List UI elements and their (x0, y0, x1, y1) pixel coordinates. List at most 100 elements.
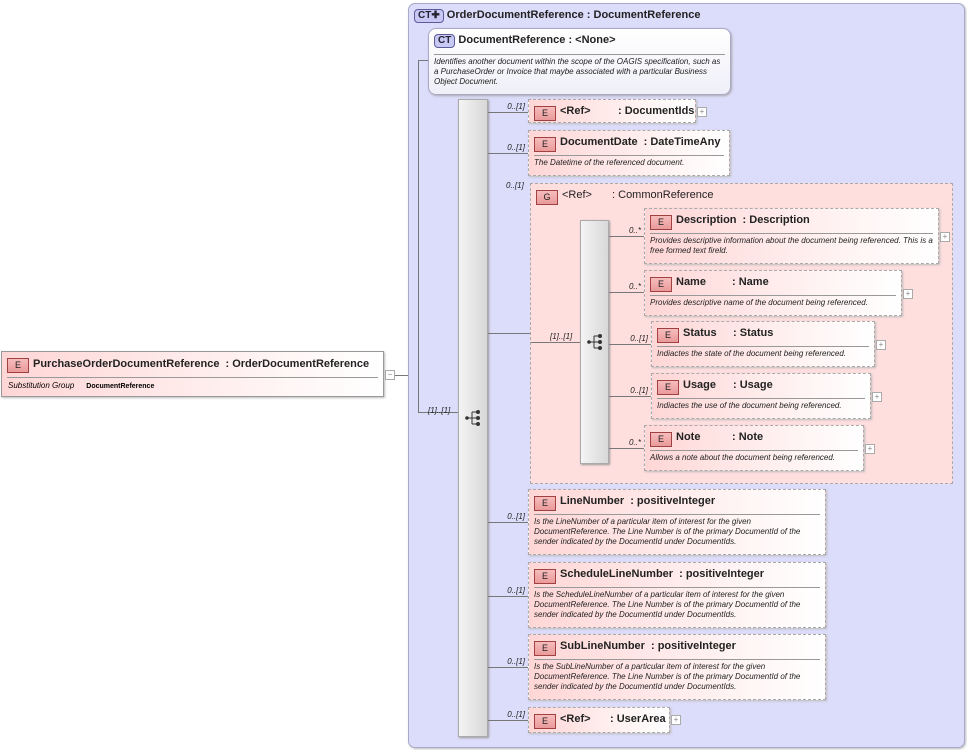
cardinality: 0..[1] (630, 386, 648, 395)
element-type: Usage (739, 379, 773, 391)
expand-toggle[interactable]: + (865, 444, 875, 454)
element-badge: E (534, 714, 556, 729)
element-type: OrderDocumentReference (232, 358, 370, 370)
cardinality: 0..[1] (507, 143, 525, 152)
collapse-toggle[interactable]: − (385, 370, 395, 380)
substitution-group-value: DocumentReference (86, 383, 155, 390)
element-badge: E (650, 215, 672, 230)
element-doc: Indiactes the state of the document bein… (657, 349, 847, 358)
element-name: LineNumber (560, 495, 625, 507)
connector-line (488, 720, 528, 721)
element-header: Usage: Usage (683, 379, 773, 391)
element-type: Name (738, 276, 769, 288)
element-type: DateTimeAny (650, 136, 721, 148)
element-badge: E (534, 106, 556, 121)
expand-toggle[interactable]: + (872, 392, 882, 402)
element-box[interactable]: E Status: Status Indiactes the state of th… (651, 321, 875, 367)
element-box[interactable]: E ScheduleLineNumber: positiveInteger Is t… (528, 562, 826, 628)
element-header: Status: Status (683, 327, 774, 339)
element-box[interactable]: E <Ref>: UserArea (528, 707, 670, 733)
cardinality: 0..[1] (507, 586, 525, 595)
base-type-base: <None> (575, 34, 616, 46)
expand-toggle[interactable]: + (697, 107, 707, 117)
element-badge: E (7, 358, 29, 373)
group-sequence-cardinality: [1]..[1] (550, 332, 573, 341)
substitution-group-label: Substitution Group (8, 381, 75, 390)
element-header: DocumentDate: DateTimeAny (560, 136, 721, 148)
root-element-header: PurchaseOrderDocumentReference: OrderDoc… (33, 358, 370, 370)
element-name: DocumentDate (560, 136, 638, 148)
element-badge: E (657, 380, 679, 395)
complex-type-name: OrderDocumentReference (446, 9, 584, 21)
element-badge: E (534, 641, 556, 656)
connector-line (488, 112, 528, 113)
group-name: <Ref> (562, 189, 592, 201)
sequence-icon (587, 333, 605, 356)
base-type-doc: Identifies another document within the s… (434, 57, 721, 86)
connector-line (609, 344, 651, 345)
connector-line (609, 396, 651, 397)
element-type: positiveInteger (685, 568, 765, 580)
element-box[interactable]: E Note: Note Allows a note about the docum… (644, 425, 864, 471)
element-badge: E (650, 432, 672, 447)
base-type-box[interactable]: CT DocumentReference : <None> Identifies… (428, 28, 731, 95)
root-element-box[interactable]: E PurchaseOrderDocumentReference: OrderD… (1, 351, 384, 397)
cardinality: 0..[1] (507, 657, 525, 666)
element-name: SubLineNumber (560, 640, 645, 652)
element-box[interactable]: E Description: Description Provides descri… (644, 208, 939, 264)
element-box[interactable]: E LineNumber: positiveInteger Is the LineN… (528, 489, 826, 555)
element-name: Usage (683, 379, 717, 391)
element-type: Description (749, 214, 810, 226)
element-badge: E (534, 569, 556, 584)
element-doc: Is the LineNumber of a particular item o… (534, 517, 801, 546)
connector-line (488, 667, 528, 668)
cardinality: 0..* (628, 226, 641, 235)
cardinality: 0..* (628, 438, 641, 447)
element-name: PurchaseOrderDocumentReference (33, 358, 220, 370)
element-name: Note (676, 431, 701, 443)
element-type: UserArea (616, 713, 666, 725)
element-header: Description: Description (676, 214, 810, 226)
connector-line (609, 236, 644, 237)
base-type-name: DocumentReference (458, 34, 566, 46)
element-box[interactable]: E Usage: Usage Indiactes the use of the do… (651, 373, 871, 419)
connector-line (488, 596, 528, 597)
expand-toggle[interactable]: + (903, 289, 913, 299)
element-type: positiveInteger (636, 495, 716, 507)
element-header: Name: Name (676, 276, 769, 288)
element-box[interactable]: E SubLineNumber: positiveInteger Is the Su… (528, 634, 826, 700)
expand-toggle[interactable]: + (876, 340, 886, 350)
complex-type-base: DocumentReference (593, 9, 701, 21)
element-name: Status (683, 327, 717, 339)
expand-toggle[interactable]: + (940, 232, 950, 242)
element-badge: E (534, 137, 556, 152)
element-name: Description (676, 214, 737, 226)
cardinality: 0..[1] (507, 710, 525, 719)
element-type: Status (739, 327, 774, 339)
element-badge: E (650, 277, 672, 292)
cardinality: 0..[1] (506, 181, 524, 190)
element-box[interactable]: E DocumentDate: DateTimeAny The Datetime o… (528, 130, 730, 176)
element-name: ScheduleLineNumber (560, 568, 674, 580)
element-badge: E (657, 328, 679, 343)
element-doc: Is the ScheduleLineNumber of a particula… (534, 590, 801, 619)
element-box[interactable]: E <Ref>: DocumentIds (528, 99, 696, 123)
group-type: CommonReference (618, 189, 714, 201)
connector-line (609, 448, 644, 449)
element-type: positiveInteger (657, 640, 736, 652)
cardinality: 0..[1] (507, 102, 525, 111)
connector-line (488, 522, 528, 523)
element-doc: The Datetime of the referenced document. (534, 158, 685, 167)
element-header: SubLineNumber: positiveInteger (560, 640, 736, 652)
element-header: <Ref>: UserArea (560, 713, 666, 725)
expand-toggle[interactable]: + (671, 715, 681, 725)
element-header: LineNumber: positiveInteger (560, 495, 716, 507)
group-badge: G (536, 190, 558, 205)
element-box[interactable]: E Name: Name Provides descriptive name of … (644, 270, 902, 316)
element-doc: Allows a note about the document being r… (650, 453, 836, 462)
cardinality: 0..[1] (630, 334, 648, 343)
cardinality: 0..[1] (507, 512, 525, 521)
element-badge: E (534, 496, 556, 511)
element-header: ScheduleLineNumber: positiveInteger (560, 568, 765, 580)
element-name: Name (676, 276, 706, 288)
